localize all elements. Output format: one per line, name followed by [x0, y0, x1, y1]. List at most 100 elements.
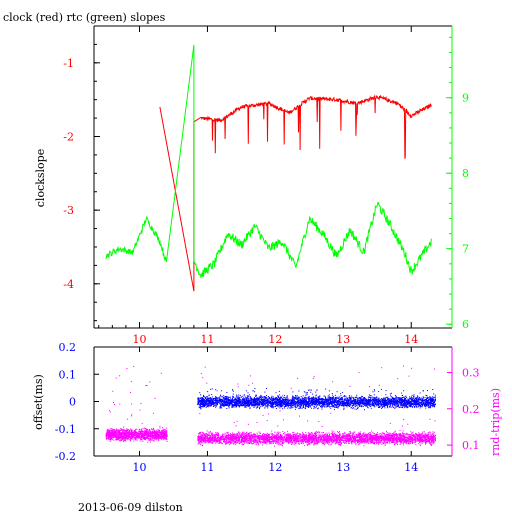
scatter-point	[229, 433, 231, 435]
scatter-point	[422, 434, 424, 436]
scatter-point	[399, 437, 401, 439]
bottom-x-tick-label: 14	[404, 461, 418, 474]
scatter-point	[109, 437, 111, 439]
scatter-point	[403, 439, 405, 441]
scatter-point	[142, 432, 144, 434]
scatter-point	[429, 433, 431, 435]
scatter-point	[311, 442, 313, 444]
scatter-point	[130, 438, 132, 439]
scatter-point	[274, 432, 276, 433]
scatter-point	[323, 438, 325, 440]
scatter-point	[246, 438, 248, 440]
scatter-point	[328, 436, 330, 438]
scatter-point	[429, 439, 431, 440]
scatter-point	[156, 432, 158, 434]
scatter-point	[310, 442, 312, 444]
scatter-point	[281, 435, 283, 436]
scatter-point	[140, 432, 142, 434]
scatter-point	[118, 430, 120, 432]
scatter-point	[150, 428, 152, 430]
scatter-point	[142, 433, 144, 434]
scatter-point	[387, 441, 389, 443]
scatter-point	[143, 434, 145, 436]
scatter-point	[151, 433, 153, 435]
scatter-point	[376, 442, 378, 444]
scatter-point	[223, 441, 225, 443]
scatter-point	[141, 439, 143, 441]
scatter-point	[399, 437, 400, 439]
scatter-point	[154, 435, 156, 436]
scatter-point	[105, 438, 107, 440]
scatter-point	[326, 434, 328, 436]
scatter-point	[323, 440, 325, 442]
bottom-left-tick-label: 0	[69, 396, 76, 409]
scatter-point	[119, 430, 121, 431]
scatter-point	[214, 442, 216, 444]
scatter-point	[324, 444, 326, 446]
scatter-point	[146, 430, 148, 432]
scatter-point	[425, 441, 427, 443]
scatter-point	[431, 437, 433, 439]
scatter-point	[127, 438, 129, 440]
scatter-point	[349, 436, 351, 438]
scatter-point	[297, 440, 299, 442]
scatter-point	[336, 436, 338, 438]
scatter-point	[295, 433, 297, 435]
scatter-point	[204, 435, 206, 437]
scatter-point	[258, 431, 260, 433]
scatter-point	[377, 437, 379, 439]
scatter-point	[389, 439, 391, 441]
scatter-point	[206, 438, 208, 440]
scatter-point	[232, 439, 234, 441]
scatter-point	[138, 435, 140, 437]
scatter-point	[390, 433, 392, 435]
scatter-point	[154, 432, 156, 433]
scatter-point	[406, 433, 408, 435]
scatter-point	[245, 441, 247, 443]
scatter-point	[386, 440, 388, 442]
scatter-point	[227, 439, 229, 441]
scatter-point	[262, 437, 264, 439]
scatter-point	[112, 433, 114, 435]
scatter-point	[217, 433, 219, 435]
scatter-point	[288, 436, 289, 438]
scatter-point	[372, 435, 374, 437]
scatter-point	[391, 438, 393, 440]
scatter-point	[117, 434, 119, 436]
scatter-point	[158, 436, 160, 438]
scatter-point	[323, 442, 325, 444]
scatter-point	[126, 432, 128, 434]
scatter-point	[288, 443, 290, 444]
scatter-point	[230, 437, 232, 439]
scatter-point	[393, 440, 395, 442]
scatter-point	[292, 435, 294, 436]
scatter-point	[383, 434, 385, 436]
scatter-point	[121, 435, 123, 437]
scatter-point	[417, 436, 419, 438]
scatter-point	[288, 439, 290, 441]
scatter-point	[297, 434, 299, 436]
top-x-tick-label: 14	[404, 333, 418, 346]
scatter-point	[368, 440, 370, 442]
scatter-point	[399, 441, 401, 442]
scatter-point	[392, 434, 394, 436]
scatter-point	[298, 436, 300, 438]
scatter-point	[137, 436, 139, 438]
scatter-point	[341, 443, 342, 445]
scatter-point	[282, 433, 284, 435]
scatter-point	[293, 431, 295, 433]
scatter-point	[386, 438, 388, 440]
scatter-point	[260, 441, 262, 443]
scatter-point	[397, 442, 399, 444]
scatter-point	[273, 441, 275, 443]
scatter-point	[122, 437, 124, 439]
scatter-point	[290, 440, 291, 442]
scatter-point	[433, 433, 435, 435]
scatter-point	[308, 442, 310, 444]
scatter-point	[138, 435, 140, 437]
scatter-point	[111, 429, 113, 431]
scatter-point	[422, 437, 424, 439]
scatter-point	[354, 431, 356, 433]
scatter-point	[121, 439, 123, 441]
scatter-point	[330, 444, 332, 446]
